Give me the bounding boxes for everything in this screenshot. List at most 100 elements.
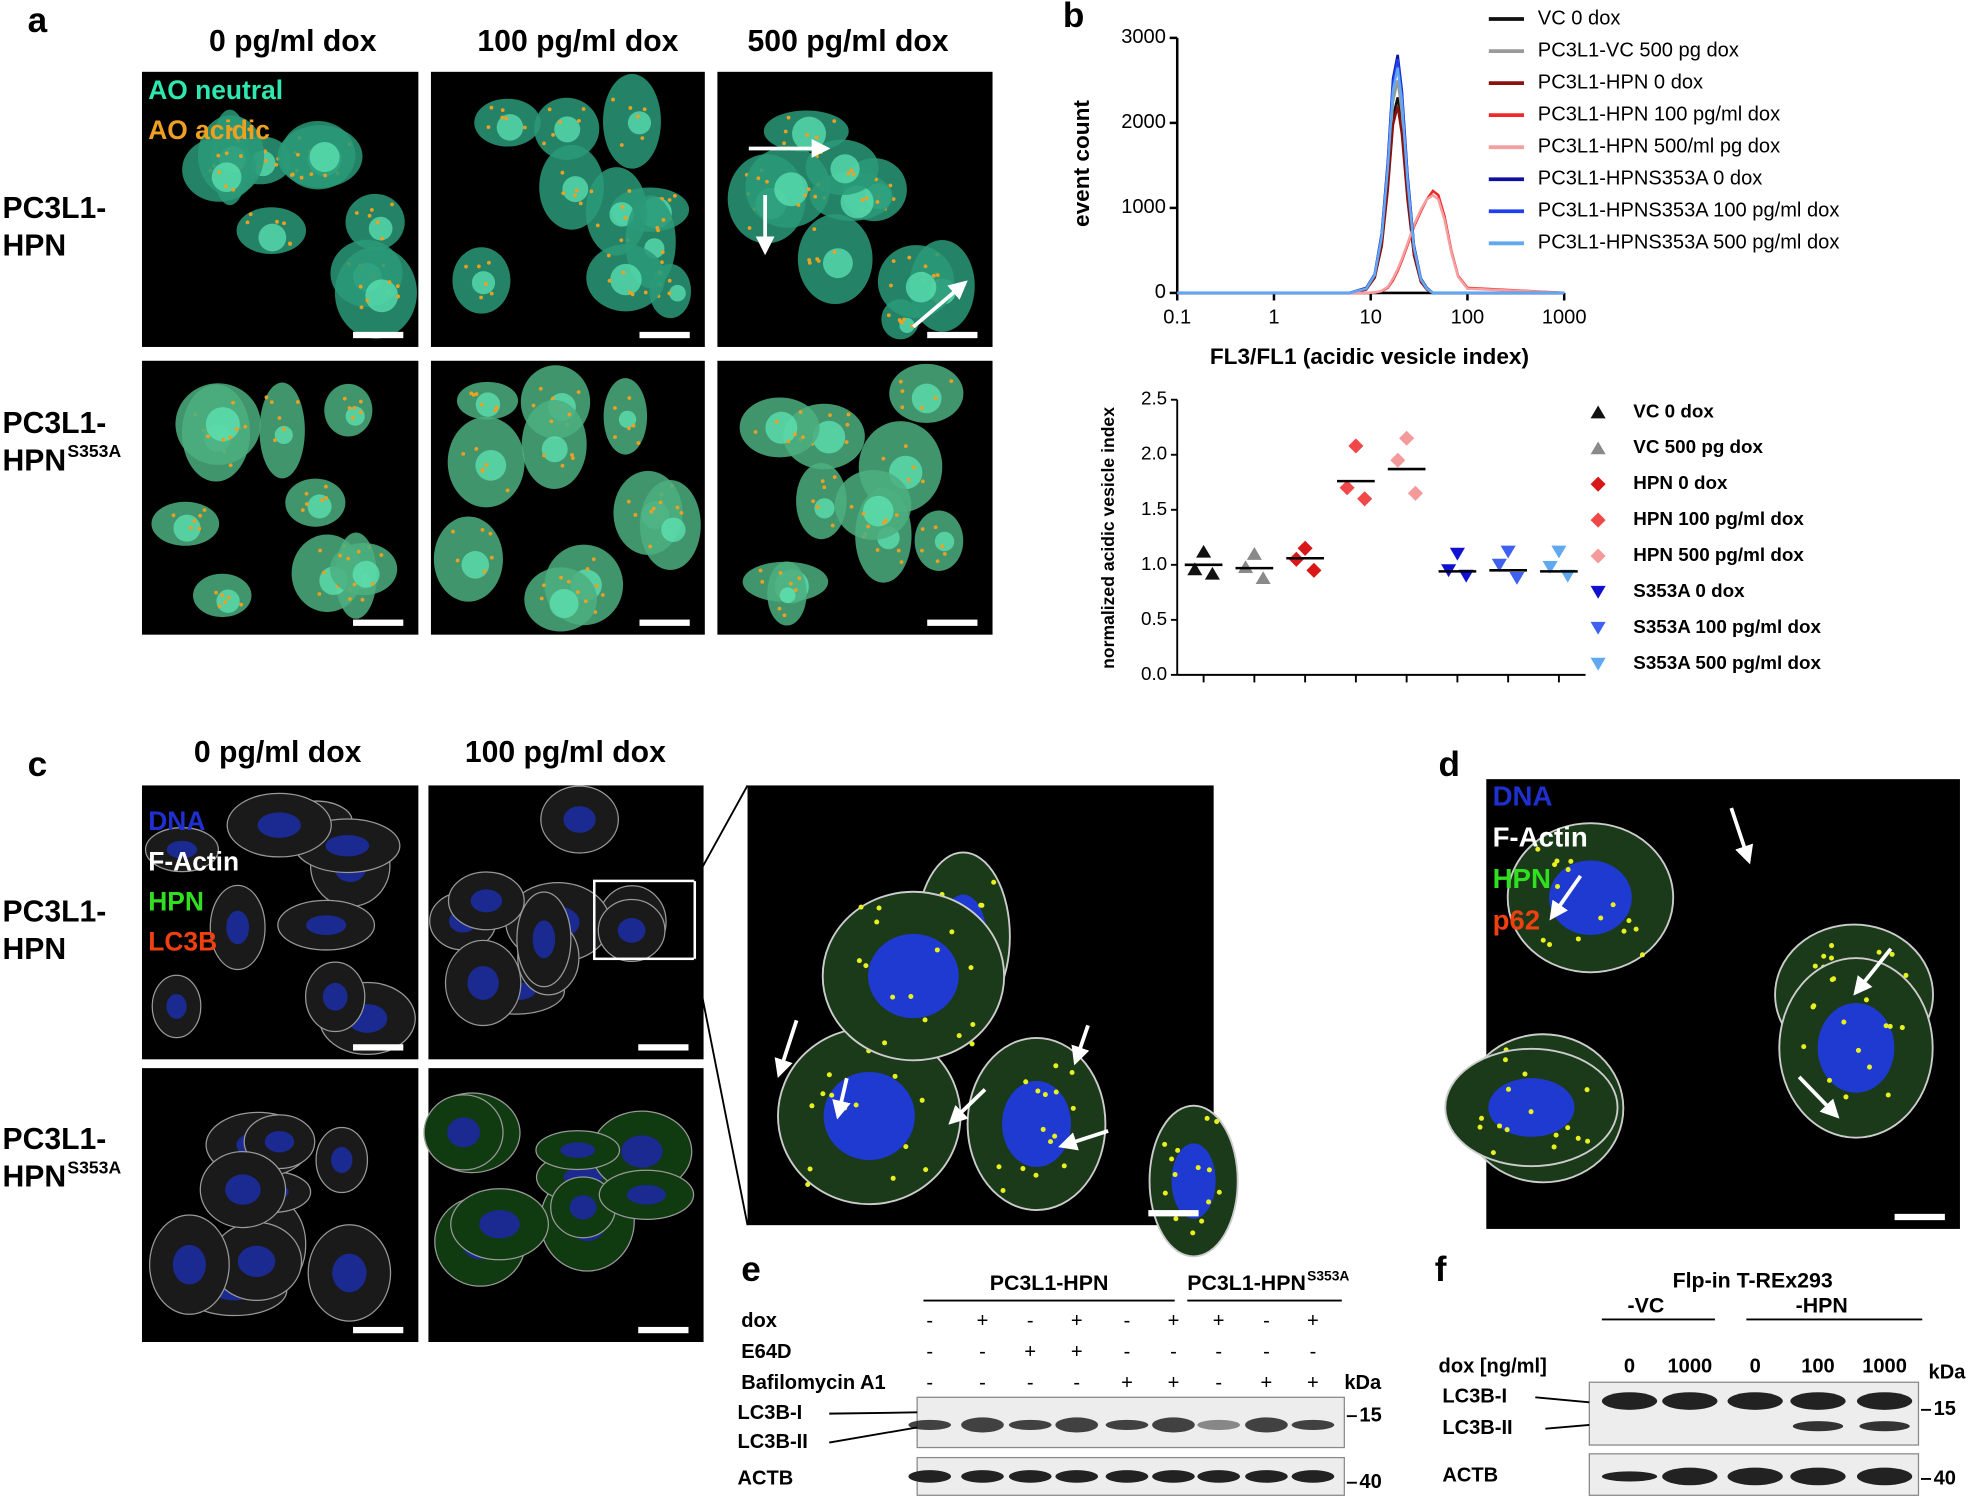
vesicle xyxy=(304,502,309,506)
micrograph-content xyxy=(777,851,1239,1258)
legend-label: PC3L1-HPNS353A 500 pg/ml dox xyxy=(1538,232,1840,254)
vesicle xyxy=(367,213,372,218)
vesicle xyxy=(231,187,236,192)
vesicle xyxy=(561,191,566,196)
panel-letter: a xyxy=(28,1,48,40)
vesicle xyxy=(679,511,684,515)
vesicle xyxy=(542,141,546,146)
vesicle xyxy=(619,143,624,147)
vesicle xyxy=(570,453,574,457)
puncta xyxy=(1812,963,1818,969)
puncta xyxy=(996,1164,1002,1170)
vesicle xyxy=(551,132,555,137)
micrograph-content xyxy=(433,365,701,632)
puncta xyxy=(1162,1141,1168,1147)
legend-label: S353A 0 dox xyxy=(1633,580,1745,601)
vesicle xyxy=(479,402,484,407)
vesicle xyxy=(806,187,811,192)
legend-swatch xyxy=(1590,657,1606,671)
nucleus xyxy=(226,910,250,945)
vesicle xyxy=(812,227,817,231)
vesicle xyxy=(494,405,499,410)
point xyxy=(1339,480,1355,496)
vesicle xyxy=(479,295,483,300)
nucleus xyxy=(368,216,393,241)
vesicle xyxy=(277,416,282,420)
band-label: LC3B-II xyxy=(737,1431,807,1453)
puncta xyxy=(874,919,880,925)
puncta xyxy=(1899,1025,1905,1031)
vesicle xyxy=(575,590,580,594)
vesicle xyxy=(635,114,640,119)
puncta xyxy=(922,1017,928,1023)
zoom-box xyxy=(593,879,697,961)
legend-label: S353A 500 pg/ml dox xyxy=(1633,652,1821,673)
stain-label: DNA xyxy=(148,806,205,836)
scale-bar xyxy=(638,1044,689,1051)
nucleus xyxy=(1817,1003,1895,1093)
series-line xyxy=(1177,97,1565,295)
puncta xyxy=(1505,1086,1512,1092)
nucleus xyxy=(862,495,894,527)
puncta xyxy=(1052,1133,1058,1139)
vesicle xyxy=(504,116,509,121)
puncta xyxy=(1887,1023,1893,1029)
vesicle xyxy=(223,600,227,605)
vesicle xyxy=(360,597,365,602)
vesicle xyxy=(531,403,536,408)
point xyxy=(1297,540,1313,556)
point xyxy=(1560,569,1576,583)
nucleus xyxy=(1488,1078,1575,1137)
band xyxy=(1601,1392,1658,1410)
point xyxy=(1348,438,1364,454)
vesicle xyxy=(902,317,906,322)
vesicle xyxy=(920,479,925,484)
puncta xyxy=(1204,1115,1210,1121)
vesicle xyxy=(192,519,197,523)
row-label: HPN xyxy=(3,445,67,478)
puncta xyxy=(1206,1167,1212,1173)
vesicle xyxy=(358,284,363,289)
point xyxy=(1399,430,1415,446)
puncta xyxy=(1173,1216,1179,1222)
band-label: LC3B-II xyxy=(1442,1417,1512,1439)
condition-sign: - xyxy=(1310,1341,1317,1363)
vesicle xyxy=(356,549,361,554)
stain-label: DNA xyxy=(1493,780,1553,811)
vesicle xyxy=(613,406,617,410)
group-header-sup: S353A xyxy=(1307,1267,1349,1283)
puncta xyxy=(807,1166,813,1172)
vesicle xyxy=(888,183,893,188)
vesicle xyxy=(226,595,231,600)
x-tick-label: 1 xyxy=(1268,306,1279,328)
vesicle xyxy=(832,119,837,124)
nucleus xyxy=(669,284,686,302)
row-label: HPN xyxy=(3,933,67,966)
vesicle xyxy=(567,412,572,417)
vesicle xyxy=(822,485,827,490)
nucleus xyxy=(905,271,937,303)
band-label: ACTB xyxy=(1442,1465,1498,1487)
legend-swatch xyxy=(1590,621,1606,635)
micrograph-content xyxy=(148,1111,392,1322)
band xyxy=(1727,1467,1783,1486)
nucleus xyxy=(569,1195,597,1220)
puncta xyxy=(1585,1138,1591,1144)
arrow xyxy=(912,280,968,329)
scale-bar xyxy=(353,619,404,626)
vesicle xyxy=(547,107,552,112)
condition-label: dox xyxy=(741,1310,778,1332)
legend-label: PC3L1-VC 500 pg dox xyxy=(1538,39,1739,61)
point xyxy=(1491,558,1507,572)
arrow xyxy=(1058,1129,1109,1151)
y-axis-label: event count xyxy=(1069,100,1094,227)
vesicle xyxy=(816,259,821,263)
vesicle xyxy=(206,434,210,439)
vesicle xyxy=(672,193,677,198)
condition-sign: + xyxy=(1071,1310,1083,1332)
vesicle xyxy=(656,228,660,233)
vesicle xyxy=(807,260,812,265)
vesicle xyxy=(581,107,586,111)
band xyxy=(1055,1417,1099,1433)
vesicle xyxy=(245,220,250,225)
